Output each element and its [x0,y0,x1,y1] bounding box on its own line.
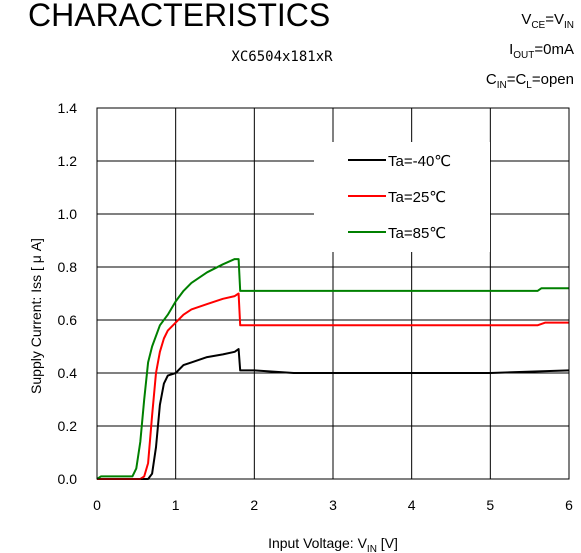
y-tick-label: 1.0 [58,206,78,222]
series-layer [96,258,570,480]
series-line-3 [96,258,569,480]
x-tick-label: 3 [329,497,337,513]
legend-box [314,142,490,252]
y-tick-label: 0.2 [58,418,78,434]
chart-subtitle: XC6504x181xR [231,49,333,65]
y-tick-label: 0.4 [58,365,78,381]
x-tick-label: 6 [565,497,573,513]
legend: Ta=-40℃ Ta=25℃ Ta=85℃ [314,142,490,252]
chart-title: CHARACTERISTICS [28,0,330,33]
legend-label: Ta=-40℃ [388,153,451,170]
legend-label: Ta=25℃ [388,189,446,206]
condition-line-2: IOUT=0mA [509,41,574,61]
y-axis-label: Supply Current: Iss [ μ A] [28,238,44,394]
x-tick-label: 0 [93,497,101,513]
x-tick-label: 1 [172,497,180,513]
series-line-1 [97,348,570,480]
y-tick-label: 0.8 [58,259,78,275]
tick-labels: 0 1 2 3 4 5 6 0.0 0.2 0.4 0.6 0.8 1.0 1.2 1.4 [58,100,574,513]
y-tick-label: 1.4 [58,100,78,116]
y-tick-label: 0.6 [58,312,78,328]
y-tick-label: 0.0 [58,471,78,487]
y-tick-label: 1.2 [58,153,78,169]
condition-line-3: CIN=CL=open [486,71,574,91]
condition-line-1: VCE=VIN [521,11,574,31]
x-tick-label: 5 [486,497,494,513]
legend-label: Ta=85℃ [388,225,446,242]
series-line-2 [97,292,569,480]
plot-frame [96,107,570,480]
x-tick-label: 2 [250,497,258,513]
x-tick-label: 4 [408,497,416,513]
x-axis-label: Input Voltage: VIN [V] [268,535,398,553]
